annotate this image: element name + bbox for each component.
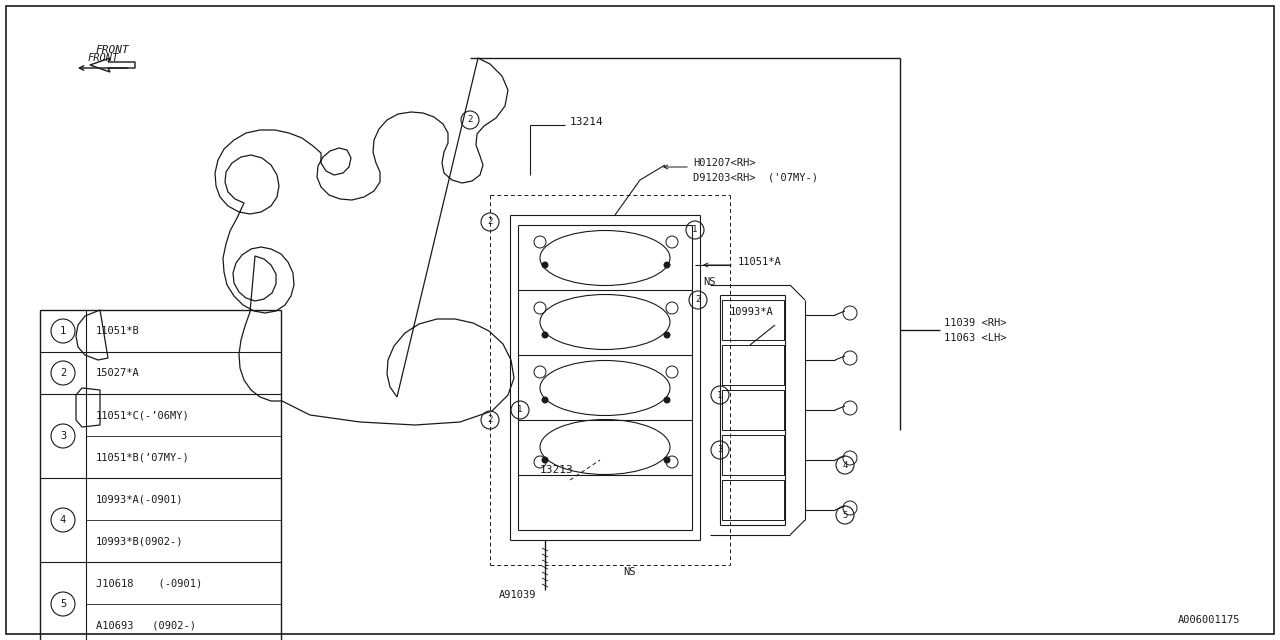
Text: A006001175: A006001175 xyxy=(1178,615,1240,625)
Text: FRONT: FRONT xyxy=(95,45,129,55)
Text: 1: 1 xyxy=(692,225,698,234)
Text: 11063 <LH>: 11063 <LH> xyxy=(945,333,1006,343)
Text: 11051*C(-’06MY): 11051*C(-’06MY) xyxy=(96,410,189,420)
Text: 3: 3 xyxy=(717,445,723,454)
Circle shape xyxy=(663,456,671,463)
Text: 2: 2 xyxy=(488,218,493,227)
Bar xyxy=(722,345,783,385)
Text: 2: 2 xyxy=(488,415,493,424)
Text: 13213: 13213 xyxy=(540,465,573,475)
Text: FRONT: FRONT xyxy=(87,53,119,63)
Text: 11051*B(’07MY-): 11051*B(’07MY-) xyxy=(96,452,189,462)
Text: 1: 1 xyxy=(60,326,67,336)
Text: 15027*A: 15027*A xyxy=(96,368,140,378)
Text: 5: 5 xyxy=(60,599,67,609)
Text: 2: 2 xyxy=(60,368,67,378)
Circle shape xyxy=(663,262,671,269)
Text: 2: 2 xyxy=(695,296,700,305)
Text: NS: NS xyxy=(704,277,717,287)
Text: H01207<RH>: H01207<RH> xyxy=(692,158,755,168)
Text: D91203<RH>  ('07MY-): D91203<RH> ('07MY-) xyxy=(692,173,818,183)
Text: 10993*A(-0901): 10993*A(-0901) xyxy=(96,494,183,504)
Circle shape xyxy=(663,332,671,339)
Text: 1: 1 xyxy=(717,390,723,399)
Circle shape xyxy=(541,456,549,463)
Bar xyxy=(722,390,783,430)
Bar xyxy=(722,300,783,340)
Text: 11051*A: 11051*A xyxy=(739,257,782,267)
Text: 1: 1 xyxy=(517,406,522,415)
Text: 2: 2 xyxy=(467,115,472,125)
Circle shape xyxy=(541,332,549,339)
Text: 5: 5 xyxy=(842,511,847,520)
Text: 10993*A: 10993*A xyxy=(730,307,773,317)
Text: A10693   (0902-): A10693 (0902-) xyxy=(96,620,196,630)
Bar xyxy=(40,310,282,640)
Bar xyxy=(722,480,783,520)
Text: J10618    (-0901): J10618 (-0901) xyxy=(96,578,202,588)
Text: 13214: 13214 xyxy=(570,117,604,127)
Text: 11039 <RH>: 11039 <RH> xyxy=(945,318,1006,328)
Text: 3: 3 xyxy=(60,431,67,441)
Circle shape xyxy=(541,262,549,269)
Bar xyxy=(722,435,783,475)
Text: A91039: A91039 xyxy=(499,590,536,600)
Text: 10993*B(0902-): 10993*B(0902-) xyxy=(96,536,183,546)
Text: NS: NS xyxy=(623,567,636,577)
Text: 4: 4 xyxy=(60,515,67,525)
Text: 11051*B: 11051*B xyxy=(96,326,140,336)
Circle shape xyxy=(541,397,549,403)
Circle shape xyxy=(663,397,671,403)
Text: 4: 4 xyxy=(842,461,847,470)
